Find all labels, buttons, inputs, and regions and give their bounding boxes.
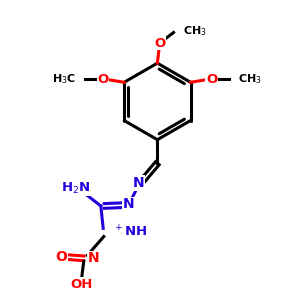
Text: H$_2$N: H$_2$N [61,181,91,196]
Text: OH: OH [70,278,93,291]
Text: CH$_3$: CH$_3$ [238,72,262,86]
Text: N: N [132,176,144,190]
Text: $^+$NH: $^+$NH [112,224,147,239]
Text: N: N [88,251,100,266]
Text: N: N [123,197,135,212]
Text: O: O [154,37,165,50]
Text: O: O [98,73,109,86]
Text: O: O [206,73,217,86]
Text: O: O [55,250,67,264]
Text: CH$_3$: CH$_3$ [183,24,207,38]
Text: H$_3$C: H$_3$C [52,72,76,86]
